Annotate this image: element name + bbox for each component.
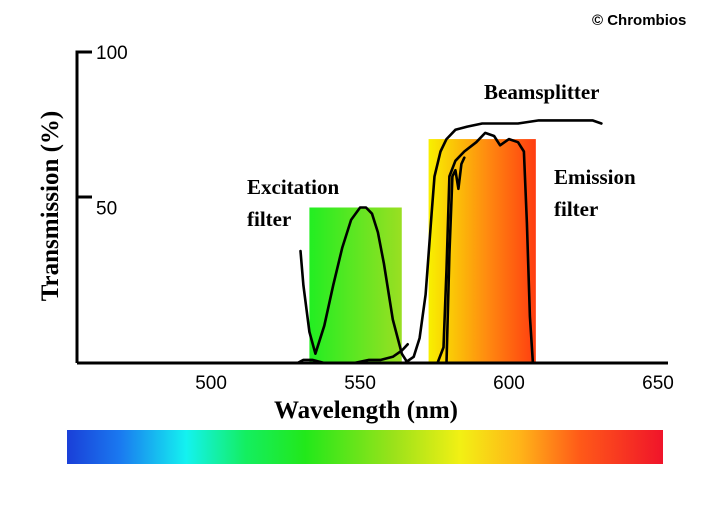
curve-emission-filter xyxy=(436,131,535,365)
curve-excitation-tail xyxy=(296,343,409,365)
y-axis-label: Transmission (%) xyxy=(37,111,64,302)
y-axis xyxy=(75,50,92,363)
color-spectrum-bar xyxy=(67,430,663,464)
annotation-excitation-line1: Excitation xyxy=(247,175,339,199)
curve-beamsplitter xyxy=(403,119,603,365)
transmission-curves xyxy=(296,119,603,365)
curve-emission-inner xyxy=(445,156,466,365)
filter-bands xyxy=(309,139,536,363)
annotation-beamsplitter: Beamsplitter xyxy=(484,80,599,104)
x-tick-labels: 500 550 600 650 xyxy=(195,373,674,394)
x-tick-label: 550 xyxy=(344,373,376,394)
annotation-emission-line2: filter xyxy=(554,197,598,221)
annotation-excitation-line2: filter xyxy=(247,207,291,231)
x-tick-label: 600 xyxy=(493,373,525,394)
copyright-notice: © Chrombios xyxy=(592,12,686,29)
y-tick-label: 50 xyxy=(96,199,117,220)
y-tick-label: 100 xyxy=(96,43,128,64)
x-tick-label: 650 xyxy=(642,373,674,394)
x-tick-label: 500 xyxy=(195,373,227,394)
curve-excitation-filter xyxy=(299,206,409,365)
annotation-emission-line1: Emission xyxy=(554,165,636,189)
x-axis-label: Wavelength (nm) xyxy=(274,397,458,424)
y-tick-labels: 50 100 xyxy=(96,43,128,220)
